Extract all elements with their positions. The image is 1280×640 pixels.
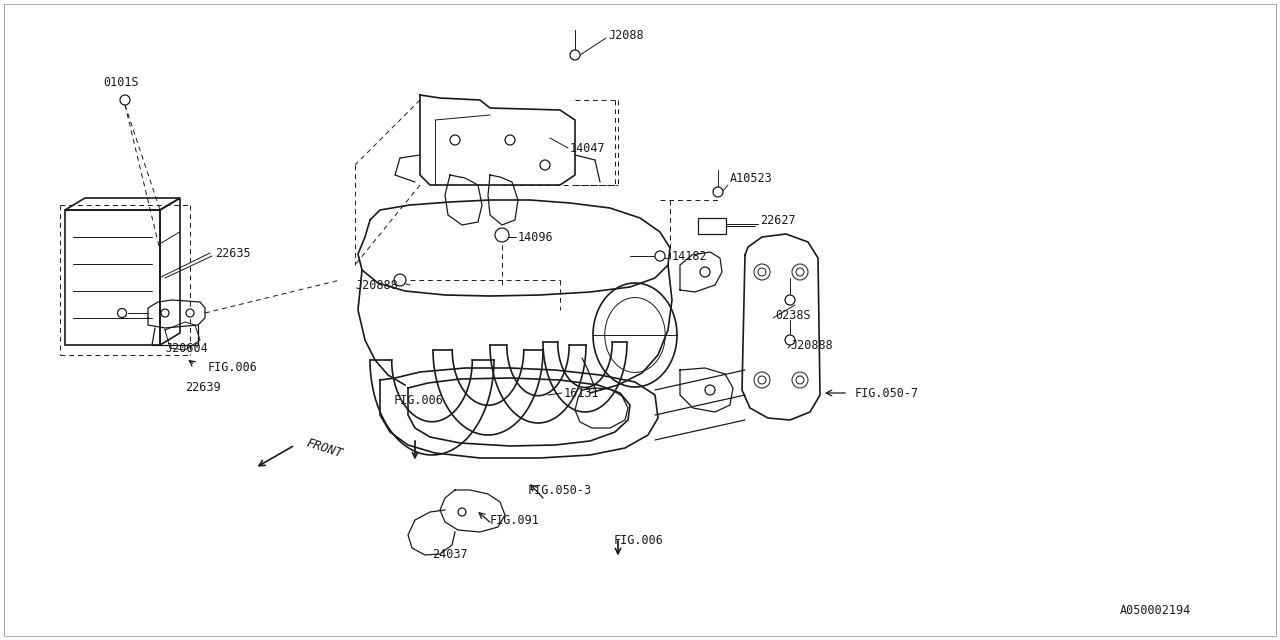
Circle shape <box>161 309 169 317</box>
Bar <box>698 218 726 234</box>
Text: J20604: J20604 <box>165 342 207 355</box>
Text: 0101S: 0101S <box>102 76 138 88</box>
Text: J20888: J20888 <box>355 278 398 291</box>
Circle shape <box>754 372 771 388</box>
Circle shape <box>705 385 716 395</box>
Text: 22635: 22635 <box>215 246 251 259</box>
Text: 0238S: 0238S <box>774 308 810 321</box>
Text: 16131: 16131 <box>564 387 599 399</box>
Text: 24037: 24037 <box>433 548 467 561</box>
Circle shape <box>540 160 550 170</box>
Text: FIG.006: FIG.006 <box>614 534 664 547</box>
Text: 14047: 14047 <box>570 141 605 154</box>
Text: FIG.091: FIG.091 <box>490 513 540 527</box>
Circle shape <box>754 264 771 280</box>
Circle shape <box>655 251 666 261</box>
Circle shape <box>458 508 466 516</box>
Circle shape <box>785 295 795 305</box>
Circle shape <box>394 274 406 286</box>
Circle shape <box>700 267 710 277</box>
Text: FIG.006: FIG.006 <box>394 394 444 406</box>
Text: FRONT: FRONT <box>305 436 344 460</box>
Circle shape <box>506 135 515 145</box>
Circle shape <box>120 95 131 105</box>
Circle shape <box>495 228 509 242</box>
Circle shape <box>451 135 460 145</box>
Circle shape <box>792 264 808 280</box>
Text: 22639: 22639 <box>186 381 220 394</box>
Text: A050002194: A050002194 <box>1120 604 1192 616</box>
Text: J2088: J2088 <box>608 29 644 42</box>
Circle shape <box>713 187 723 197</box>
Text: 14182: 14182 <box>672 250 708 262</box>
Text: A10523: A10523 <box>730 172 773 184</box>
Text: 22627: 22627 <box>760 214 796 227</box>
Text: 14096: 14096 <box>518 230 554 243</box>
Text: FIG.006: FIG.006 <box>209 360 257 374</box>
Text: FIG.050-3: FIG.050-3 <box>529 483 593 497</box>
Circle shape <box>186 309 195 317</box>
Circle shape <box>118 308 127 317</box>
Circle shape <box>792 372 808 388</box>
Circle shape <box>785 335 795 345</box>
Text: J20888: J20888 <box>790 339 833 351</box>
Circle shape <box>570 50 580 60</box>
Text: FIG.050-7: FIG.050-7 <box>855 387 919 399</box>
